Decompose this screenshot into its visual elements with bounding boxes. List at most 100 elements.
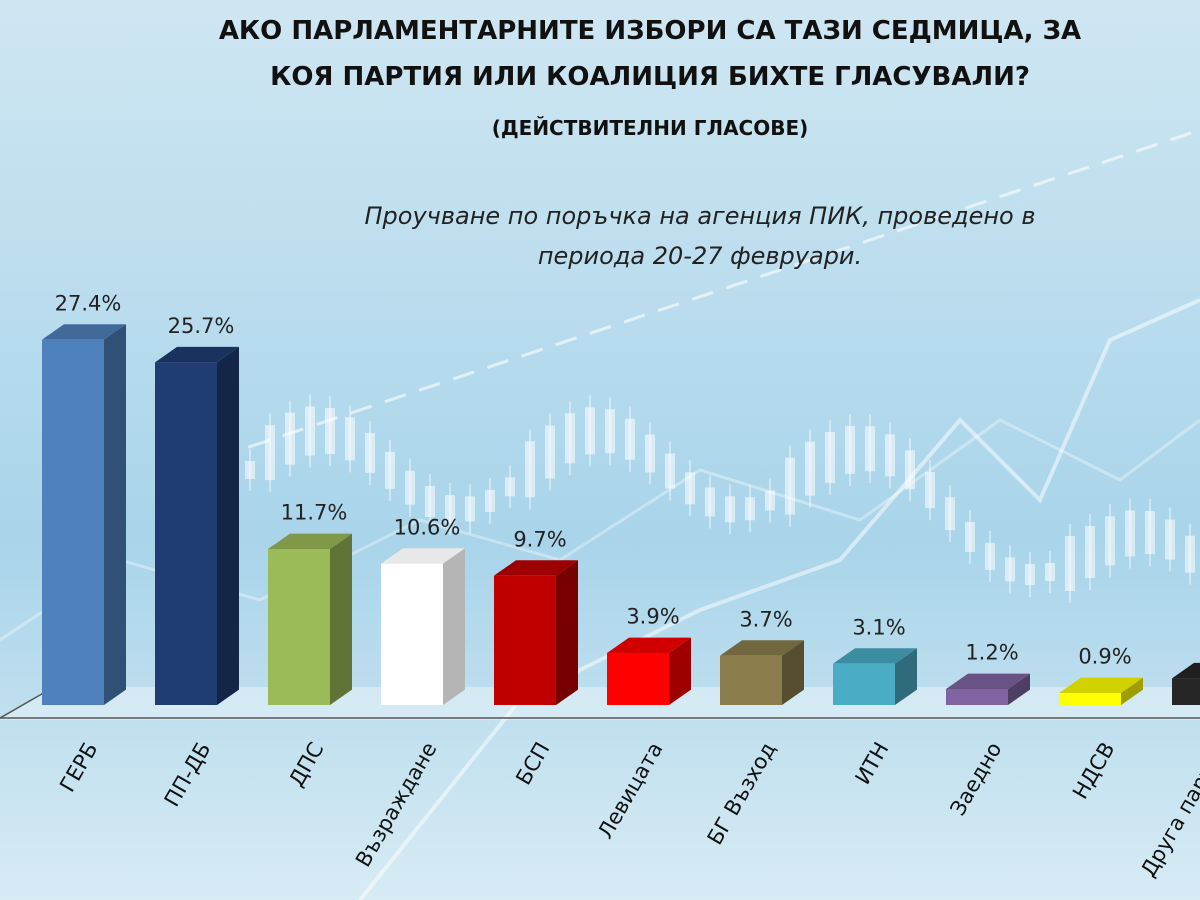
bar xyxy=(1059,677,1143,705)
bar-side-face xyxy=(669,637,691,705)
category-label: БГ Възход xyxy=(703,738,781,849)
survey-note-line-1: Проучване по поръчка на агенция ПИК, про… xyxy=(364,202,1036,230)
data-label: 25.7% xyxy=(168,314,235,338)
decor-candle xyxy=(1005,557,1015,582)
decor-candle xyxy=(385,451,395,489)
decor-candle xyxy=(485,489,495,512)
decor-candle xyxy=(705,487,715,517)
decor-candle xyxy=(825,431,835,483)
bar xyxy=(268,533,352,705)
category-label: ГЕРБ xyxy=(55,738,102,796)
decor-candle xyxy=(345,417,355,461)
bar-top-face xyxy=(833,648,917,664)
decor-candle xyxy=(545,425,555,479)
decor-candle xyxy=(725,496,735,523)
bar-top-face xyxy=(720,640,804,656)
decor-candle xyxy=(845,425,855,474)
bar-top-face xyxy=(1172,662,1200,679)
bar-front-face xyxy=(155,362,217,705)
bar-side-face xyxy=(330,533,352,705)
bar-side-face xyxy=(104,324,126,705)
decor-candle xyxy=(1025,564,1035,586)
bar xyxy=(155,346,239,705)
category-label: Левицата xyxy=(593,738,667,843)
category-label: Друга партия xyxy=(1136,738,1200,881)
decor-candle xyxy=(525,441,535,498)
decor-candle xyxy=(1105,516,1115,566)
bar-front-face xyxy=(1059,693,1121,705)
bar xyxy=(946,673,1030,705)
decor-candle xyxy=(505,477,515,497)
bar-side-face xyxy=(782,640,804,705)
decor-candle xyxy=(765,490,775,511)
bar-front-face xyxy=(494,575,556,705)
bar xyxy=(607,637,691,705)
bar-front-face xyxy=(946,689,1008,705)
chart-title-line-1: АКО ПАРЛАМЕНТАРНИТЕ ИЗБОРИ СА ТАЗИ СЕДМИ… xyxy=(218,16,1082,46)
decor-candle xyxy=(1085,525,1095,578)
bar xyxy=(720,640,804,705)
decor-candle xyxy=(745,497,755,521)
decor-candle xyxy=(645,434,655,473)
data-label: 1.2% xyxy=(965,641,1018,665)
data-label: 3.9% xyxy=(626,605,679,629)
chart-title-line-2: КОЯ ПАРТИЯ ИЛИ КОАЛИЦИЯ БИХТЕ ГЛАСУВАЛИ? xyxy=(270,62,1030,92)
decor-candle xyxy=(1125,510,1135,557)
decor-candle xyxy=(465,496,475,522)
bar-top-face xyxy=(946,673,1030,689)
decor-candle xyxy=(965,521,975,552)
bar-front-face xyxy=(720,655,782,705)
decor-candle xyxy=(445,495,455,524)
data-label: 0.9% xyxy=(1078,645,1131,669)
category-label: НДСВ xyxy=(1068,738,1119,803)
decor-candle xyxy=(265,425,275,481)
decor-candle xyxy=(905,450,915,490)
bar xyxy=(833,648,917,705)
bar-side-face xyxy=(217,346,239,705)
bar-top-face xyxy=(155,346,239,363)
decor-candle xyxy=(1145,511,1155,555)
decor-candle xyxy=(245,461,255,479)
decor-candle xyxy=(285,412,295,465)
data-label: 3.1% xyxy=(852,615,905,639)
bar-top-face xyxy=(268,533,352,549)
decor-candle xyxy=(405,470,415,505)
bar-front-face xyxy=(268,549,330,705)
decor-candle xyxy=(365,432,375,473)
decor-candle xyxy=(585,407,595,455)
bar-side-face xyxy=(1008,673,1030,705)
category-label: БСП xyxy=(511,738,554,789)
decor-candle xyxy=(605,409,615,454)
bar xyxy=(494,560,578,705)
decor-candle xyxy=(565,413,575,464)
chart-subtitle: (ДЕЙСТВИТЕЛНИ ГЛАСОВЕ) xyxy=(491,116,809,140)
category-label: Възраждане xyxy=(351,738,442,871)
decor-candle xyxy=(885,434,895,477)
bar xyxy=(381,548,465,705)
bar-side-face xyxy=(895,648,917,705)
decor-candle xyxy=(785,457,795,515)
data-label: 11.7% xyxy=(281,501,348,525)
bar-side-face xyxy=(1121,677,1143,705)
decor-candle xyxy=(425,486,435,518)
bar xyxy=(1172,662,1200,705)
decor-candle xyxy=(625,418,635,460)
bar-top-face xyxy=(1059,677,1143,693)
decor-candle xyxy=(925,472,935,509)
bar-front-face xyxy=(833,663,895,705)
decor-candle xyxy=(805,441,815,496)
data-label: 10.6% xyxy=(394,515,461,539)
data-label: 9.7% xyxy=(513,527,566,551)
data-label: 3.7% xyxy=(739,607,792,631)
data-label: 27.4% xyxy=(55,291,122,315)
bar-side-face xyxy=(443,548,465,705)
bar-top-face xyxy=(494,560,578,576)
category-label: ДПС xyxy=(284,738,328,791)
decor-candle xyxy=(1045,563,1055,582)
bar-front-face xyxy=(381,563,443,705)
decor-candle xyxy=(945,497,955,531)
bar-top-face xyxy=(607,637,691,653)
decor-candle xyxy=(1165,519,1175,560)
